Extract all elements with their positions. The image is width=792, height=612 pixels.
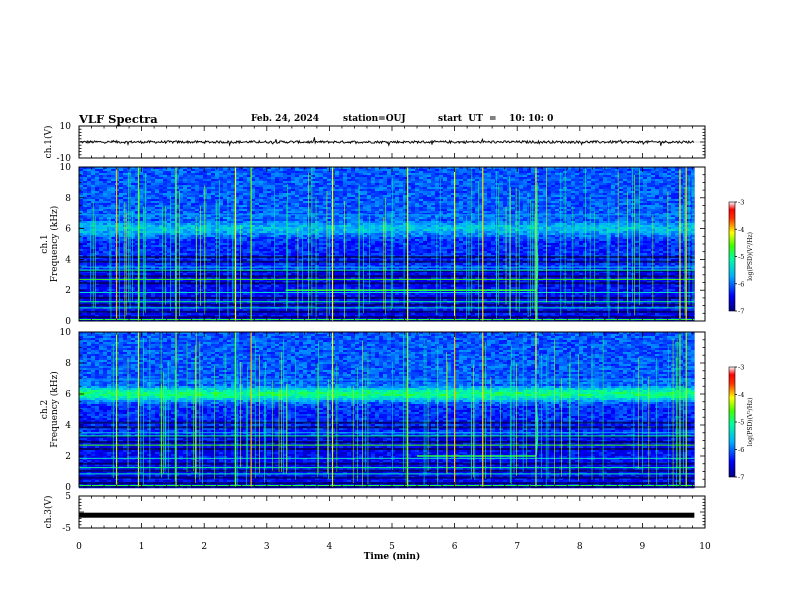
ch2-spec-ytick-label: 8 <box>65 359 71 369</box>
start-time-label: start UT = 10: 10: 0 <box>438 114 553 124</box>
ch1-spec-dark-band <box>79 316 695 319</box>
ch1-spec-colorbar-tick-label: -7 <box>738 308 744 316</box>
ch2-spec-ylabel-channel: ch.2 <box>40 400 50 419</box>
ch2-spec-colorbar-tick-label: -5 <box>738 419 744 427</box>
ch1-spec-ylabel-channel: ch.1 <box>40 234 50 253</box>
ch1-spec-dark-band <box>79 256 695 259</box>
ch1-spec-dark-band <box>79 310 695 313</box>
ch1-spec-ytick-label: 0 <box>65 317 71 327</box>
ch2-spec-dark-band <box>79 469 695 472</box>
x-tick-label: 0 <box>76 542 82 552</box>
ch3-waveform-trace <box>79 512 695 518</box>
ch1-spec-dark-band <box>79 275 695 278</box>
ch1-spec-image <box>79 167 695 322</box>
ch1-spec-colorbar-label: log(PSD)(V²/Hz) <box>747 232 754 281</box>
ch2-spec-dark-band <box>79 448 695 451</box>
x-tick-label: 1 <box>139 542 145 552</box>
ch1-spec-dark-band <box>79 260 695 263</box>
ch1-wave-ylabel: ch.1(V) <box>43 126 54 159</box>
x-tick-label: 3 <box>264 542 270 552</box>
ch1-spec-dark-band <box>79 296 695 299</box>
ch2-spec-colorbar-tick-label: -3 <box>738 364 744 372</box>
x-tick-label: 9 <box>640 542 646 552</box>
ch1-wave-ytick-label-top: 10 <box>60 122 72 132</box>
x-tick-label: 6 <box>452 542 458 552</box>
ch3-wave-ylabel: ch.3(V) <box>43 496 54 529</box>
ch2-spec-ytick-label: 2 <box>65 452 71 462</box>
ch1-spec-colorbar <box>728 201 736 312</box>
ch1-spec-ytick-label: 8 <box>65 194 71 204</box>
ch1-spec-dark-band <box>79 303 695 306</box>
date-label: Feb. 24, 2024 <box>251 114 319 124</box>
ch2-spec-colorbar-tick-label: -7 <box>738 474 744 482</box>
ch2-spec-dark-band <box>79 435 695 438</box>
x-axis-label: Time (min) <box>364 551 421 562</box>
x-tick-label: 4 <box>327 542 333 552</box>
ch2-spec-image <box>78 332 695 489</box>
ch2-spec-colorbar <box>728 366 736 478</box>
ch1-spec-dark-band <box>79 269 695 272</box>
ch1-spec-dark-band <box>79 282 695 285</box>
ch2-spec-colorbar-tick-label: -6 <box>738 446 744 454</box>
ch2-spec-dark-band <box>79 462 695 465</box>
ch2-spec-dark-band <box>79 426 695 429</box>
ch2-spec-colorbar-tick-label: -4 <box>738 391 744 399</box>
ch2-spec-ytick-label: 10 <box>60 328 72 338</box>
ch2-spec-ytick-label: 6 <box>65 390 71 400</box>
ch1-spec-colorbar-tick-label: -4 <box>738 226 744 234</box>
x-tick-label: 8 <box>577 542 583 552</box>
ch1-waveform-trace <box>79 137 695 147</box>
x-tick-label: 2 <box>201 542 207 552</box>
ch2-spec-colorbar-label: log(PSD)(V²/Hz) <box>747 398 754 447</box>
x-tick-label: 5 <box>389 542 395 552</box>
x-tick-label: 10 <box>699 542 711 552</box>
ch2-spec-dark-band <box>79 421 695 424</box>
x-tick-label: 7 <box>514 542 520 552</box>
ch1-spec-colorbar-tick-label: -5 <box>738 253 744 261</box>
ch1-spec-ytick-label: 2 <box>65 286 71 296</box>
ch1-wave-ytick-label-bottom: -10 <box>57 154 72 164</box>
ch2-spec-dark-band <box>79 476 695 479</box>
ch1-spec-colorbar-tick-label: -6 <box>738 280 744 288</box>
ch2-spec-ytick-label: 0 <box>65 483 71 493</box>
ch3-wave-ytick-label-top: 5 <box>65 492 71 502</box>
ch3-wave-ytick-label-bottom: -5 <box>62 524 71 534</box>
ch1-spec-ylabel-freq: Frequency (kHz) <box>49 206 60 283</box>
ch2-spec-dark-band <box>79 441 695 444</box>
ch2-spec-ytick-label: 4 <box>65 421 71 431</box>
ch1-spec-ytick-label: 10 <box>60 163 72 173</box>
ch1-spec-colorbar-tick-label: -3 <box>738 199 744 207</box>
ch1-spec-ytick-label: 6 <box>65 225 71 235</box>
ch2-spec-dark-band <box>79 482 695 485</box>
station-label: station=OUJ <box>343 114 406 124</box>
ch2-spec-ylabel-freq: Frequency (kHz) <box>49 371 60 448</box>
ch1-spec-ytick-label: 4 <box>65 255 71 265</box>
chart-title: VLF Spectra <box>79 112 158 126</box>
